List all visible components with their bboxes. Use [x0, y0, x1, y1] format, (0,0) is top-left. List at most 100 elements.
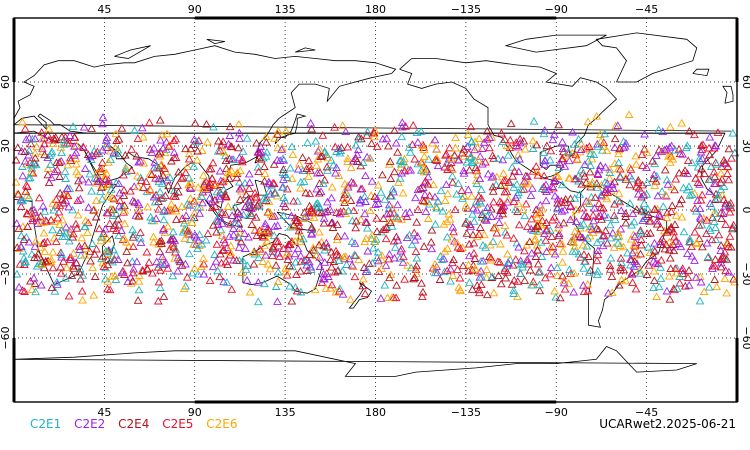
occultation-marker: [636, 235, 646, 243]
occultation-marker: [55, 172, 65, 180]
lon-tick-label-top: 90: [188, 3, 202, 16]
occultation-marker: [610, 215, 620, 223]
occultation-marker: [264, 225, 274, 234]
occultation-marker: [448, 171, 457, 180]
occultation-marker: [343, 142, 353, 151]
occultation-marker: [76, 274, 85, 283]
occultation-marker: [260, 169, 270, 177]
occultation-marker: [380, 280, 390, 289]
occultation-marker: [496, 239, 505, 248]
occultation-marker: [219, 185, 228, 194]
occultation-marker: [626, 260, 635, 269]
occultation-marker: [720, 253, 730, 262]
occultation-marker: [448, 177, 458, 186]
occultation-marker: [184, 173, 194, 182]
lat-tick-label-right: 0: [740, 207, 750, 214]
occultation-marker: [212, 240, 222, 248]
occultation-marker: [481, 157, 490, 166]
occultation-marker: [103, 249, 113, 258]
occultation-marker: [146, 186, 155, 194]
occultation-marker: [412, 217, 422, 226]
occultation-marker: [30, 148, 40, 157]
occultation-marker: [468, 285, 477, 293]
occultation-marker: [683, 156, 693, 165]
occultation-marker: [711, 209, 721, 218]
occultation-marker: [279, 244, 288, 252]
occultation-marker: [656, 263, 665, 271]
occultation-marker: [167, 235, 176, 244]
occultation-marker: [30, 242, 40, 250]
occultation-marker: [279, 175, 288, 183]
occultation-marker: [242, 133, 252, 142]
occultation-marker: [631, 151, 641, 160]
occultation-marker: [453, 179, 463, 187]
occultation-marker: [47, 255, 56, 263]
occultation-marker: [323, 206, 332, 215]
occultation-marker: [445, 214, 455, 223]
occultation-marker: [331, 246, 341, 255]
occultation-marker: [425, 191, 434, 200]
occultation-marker: [18, 246, 28, 255]
occultation-marker: [323, 272, 333, 280]
occultation-marker: [46, 160, 55, 168]
occultation-marker: [65, 236, 74, 245]
occultation-marker: [590, 193, 600, 201]
occultation-marker: [113, 214, 123, 223]
occultation-marker: [658, 202, 668, 210]
occultation-marker: [221, 192, 231, 201]
occultation-marker: [718, 254, 727, 263]
occultation-marker: [81, 216, 90, 225]
occultation-marker: [121, 164, 131, 173]
occultation-marker: [411, 265, 421, 273]
occultation-marker: [261, 219, 270, 228]
occultation-marker: [704, 282, 714, 291]
occultation-marker: [386, 174, 396, 182]
occultation-marker: [558, 144, 568, 153]
coastline-segment: [102, 235, 115, 264]
occultation-marker: [21, 135, 31, 143]
occultation-marker: [662, 144, 672, 153]
occultation-marker: [315, 145, 325, 154]
occultation-marker: [273, 126, 283, 135]
occultation-marker: [396, 159, 406, 168]
occultation-marker: [301, 257, 310, 266]
occultation-marker: [25, 173, 35, 182]
occultation-marker: [192, 137, 202, 146]
occultation-marker: [531, 205, 541, 214]
occultation-marker: [674, 168, 684, 177]
occultation-marker: [459, 144, 469, 153]
occultation-marker: [598, 241, 608, 250]
occultation-marker: [486, 253, 496, 262]
occultation-marker: [419, 164, 428, 173]
occultation-marker: [118, 266, 128, 275]
occultation-marker: [613, 196, 623, 204]
occultation-marker: [711, 195, 720, 203]
occultation-marker: [268, 212, 278, 220]
occultation-marker: [285, 222, 295, 231]
occultation-marker: [168, 271, 178, 280]
occultation-marker: [115, 196, 125, 205]
occultation-marker: [468, 265, 477, 274]
map-frame: [12, 16, 739, 404]
occultation-marker: [624, 110, 634, 119]
occultation-marker: [436, 186, 446, 195]
occultation-marker: [589, 150, 599, 158]
occultation-marker: [22, 180, 31, 189]
occultation-marker: [193, 202, 203, 211]
occultation-marker: [313, 146, 323, 155]
lon-tick-label-top: 135: [275, 3, 296, 16]
occultation-marker: [366, 191, 376, 199]
occultation-marker: [629, 217, 639, 226]
occultation-marker: [680, 166, 690, 174]
occultation-marker: [636, 227, 645, 236]
occultation-marker: [566, 201, 576, 210]
occultation-marker: [223, 202, 233, 210]
occultation-marker: [351, 140, 361, 149]
occultation-marker: [615, 173, 625, 181]
occultation-marker: [505, 135, 515, 144]
occultation-marker: [458, 243, 467, 251]
occultation-marker: [85, 169, 95, 178]
occultation-marker: [467, 191, 477, 200]
occultation-marker: [568, 247, 578, 255]
occultation-marker: [574, 229, 584, 238]
